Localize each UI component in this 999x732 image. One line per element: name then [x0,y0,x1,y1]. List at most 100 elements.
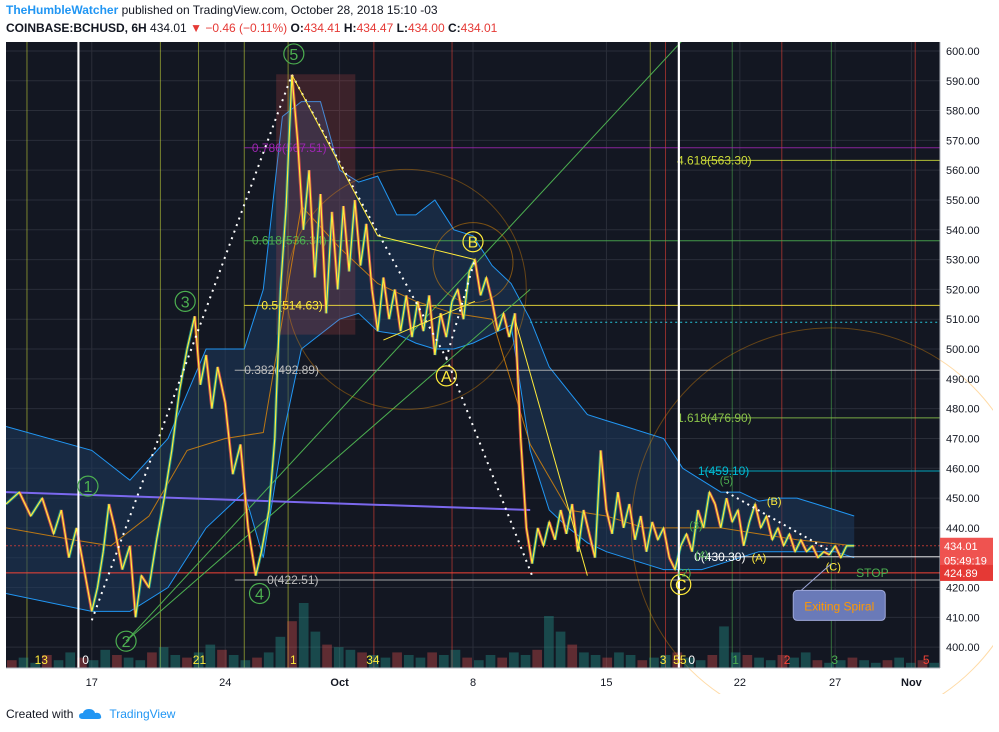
low-value: 434.00 [407,21,445,35]
volume-bar [695,660,706,668]
fib-time-count: 3 [831,653,838,667]
volume-bar [298,603,309,668]
price-tag-label: 434.01 [944,541,978,553]
volume-bar [719,626,729,668]
volume-bar [684,657,694,668]
wave-label: 5 [289,47,298,64]
price-change: −0.46 (−0.11%) [205,21,288,35]
volume-bar [30,662,41,668]
volume-bar [649,657,659,668]
price-tick-label: 510.00 [946,314,980,326]
price-tick-label: 600.00 [946,46,980,58]
wave-label-circle [283,43,305,65]
ichimoku-lower-line [5,312,855,612]
fib-level-label: 0(422.51) [267,573,318,587]
price-tick-label: 400.00 [946,642,980,654]
volume-bar [77,657,87,668]
volume-bar [123,657,134,668]
volume-bar [754,657,764,668]
subwave-label: (3) [689,520,702,532]
annotation-box [792,589,886,621]
volume-bar [42,655,52,668]
volume-bar [800,652,811,668]
volume-bar [357,652,367,668]
high-value: 434.47 [356,21,394,35]
volume-bar [497,657,508,668]
time-tick-label: 22 [734,677,746,689]
volume-bar [485,655,496,668]
time-tick-label: Nov [901,677,923,689]
fib-time-count: 55 [673,653,687,667]
wave-label-circle [670,573,692,596]
time-tick-label: 17 [86,677,98,689]
volume-bar [100,649,111,668]
volume-bar [450,649,461,668]
symbol-bar: COINBASE:BCHUSD, 6H 434.01 ▼ −0.46 (−0.1… [6,21,497,35]
author-link[interactable]: TheHumbleWatcher [6,3,119,17]
volume-bar [53,660,64,668]
fib-level-label: 4.618(563.30) [677,153,752,167]
subwave-label: (A) [752,553,767,565]
volume-bar [88,660,99,668]
wave-label-circle [462,231,484,253]
volume-bar [322,644,332,668]
subwave-label: (5) [720,475,733,487]
time-tick-label: Oct [330,677,349,689]
volume-bar [368,655,379,668]
price-tag-bg [940,537,993,554]
correction-line [291,74,476,261]
fib-level-label: 0.5(514.63) [261,298,322,312]
time-axis-background [6,668,940,694]
price-tick-label: 490.00 [946,374,980,386]
symbol-name[interactable]: COINBASE:BCHUSD, 6H [6,21,147,35]
time-tick-label: 15 [600,677,612,689]
volume-bar [905,662,916,668]
volume-bar [228,655,239,668]
price-tick-label: 480.00 [946,404,980,416]
volume-bar [602,657,613,668]
volume-bar [415,657,426,668]
volume-bar [158,647,169,668]
volume-bar [590,655,601,668]
volume-bar [847,657,858,668]
volume-bar [135,660,146,668]
volume-bar [835,660,846,668]
down-arrow-icon: ▼ [190,21,202,35]
price-tag-label: 424.89 [944,568,978,580]
volume-bar [462,657,472,668]
volume-bar [929,662,939,668]
chart-svg[interactable]: 0.786(567.51)0.618(536.34)0.5(514.63)0.3… [5,35,999,729]
volume-bar [392,652,402,668]
open-value: 434.41 [303,21,341,35]
wave-label-circle [174,290,196,312]
elliott-dotted-path [90,74,293,621]
volume-bar [579,652,589,668]
close-label: C: [447,21,461,35]
volume-bar [438,655,449,668]
price-chart[interactable]: 0.786(567.51)0.618(536.34)0.5(514.63)0.3… [5,35,999,729]
annotation-pointer [800,563,832,591]
wave-label: A [441,369,452,386]
tradingview-brand-link[interactable]: TradingView [109,707,176,721]
volume-bar [474,660,484,668]
fib-time-count: 13 [35,653,49,667]
wave-label: 1 [84,479,93,496]
wave-label-circle [115,630,137,652]
fib-time-count: 0 [688,653,695,667]
volume-bar [730,652,741,668]
fib-level-label: 0.382(492.89) [244,363,319,377]
volume-bar [287,621,297,668]
price-tick-label: 520.00 [946,284,980,296]
volume-bar [707,655,718,668]
volume-bar [427,652,437,668]
volume-bar [812,660,823,668]
price-tick-label: 540.00 [946,225,980,237]
publish-header: TheHumbleWatcher published on TradingVie… [6,3,438,17]
volume-bar [333,647,344,668]
low-label: L: [396,21,408,35]
fib-time-count: 1 [732,653,739,667]
volume-bar [742,655,753,668]
price-tick-label: 460.00 [946,463,980,475]
fib-time-count: 0 [82,653,89,667]
time-tick-label: 27 [829,677,841,689]
